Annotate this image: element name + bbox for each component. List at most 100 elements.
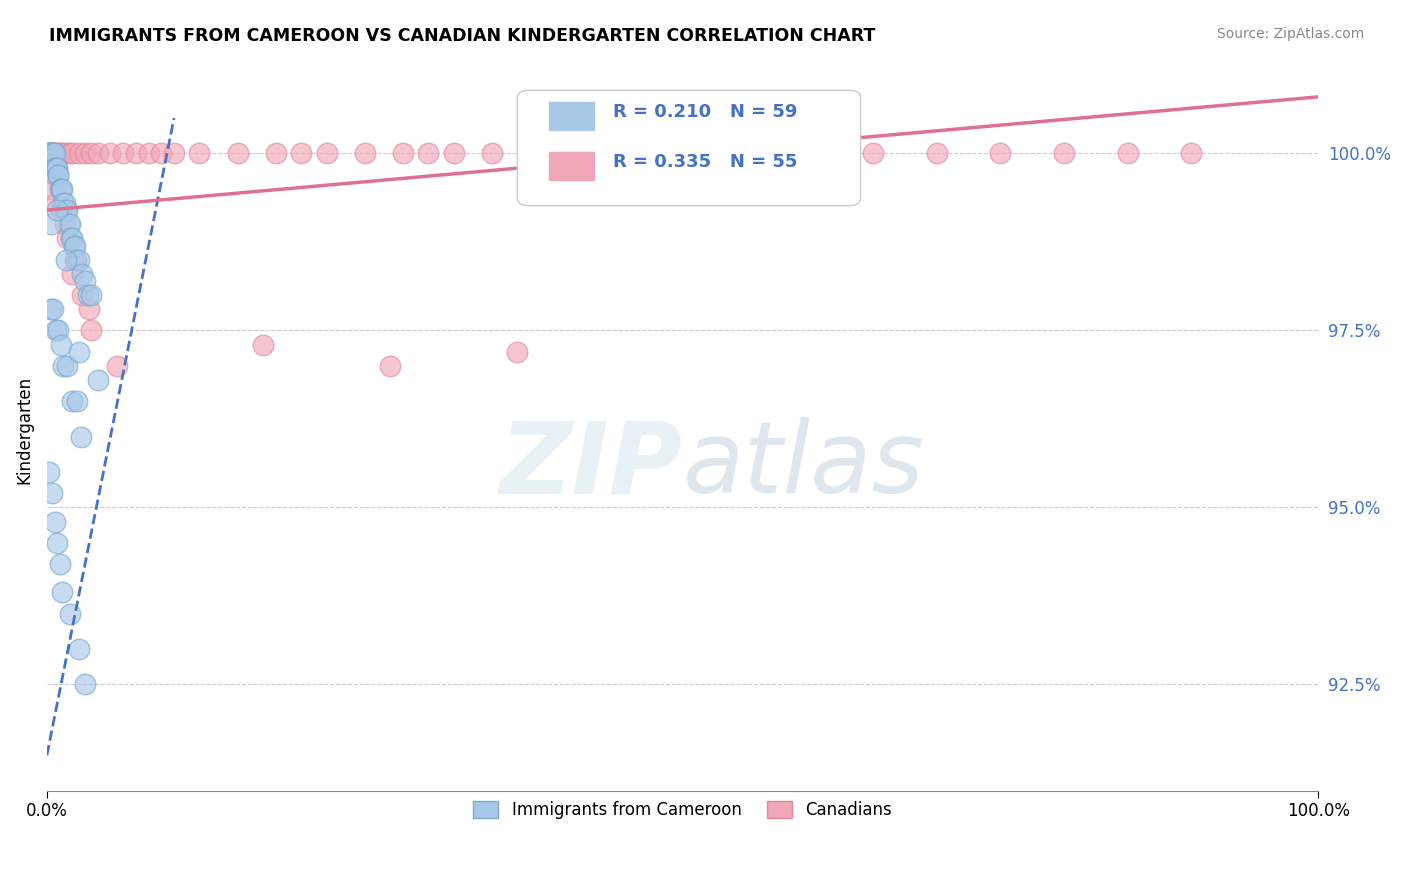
Point xyxy=(67,252,90,267)
Point xyxy=(58,217,80,231)
Point xyxy=(55,203,77,218)
Legend: Immigrants from Cameroon, Canadians: Immigrants from Cameroon, Canadians xyxy=(467,794,898,826)
Point xyxy=(46,146,69,161)
Point xyxy=(55,252,77,267)
Point xyxy=(1053,146,1076,161)
Point xyxy=(418,146,440,161)
Point xyxy=(44,168,66,182)
FancyBboxPatch shape xyxy=(517,90,860,206)
Point xyxy=(49,337,72,351)
Point xyxy=(77,302,100,317)
Point xyxy=(80,323,103,337)
Point xyxy=(46,536,69,550)
Point xyxy=(52,196,75,211)
Point xyxy=(52,359,75,373)
Point xyxy=(481,146,503,161)
Point xyxy=(56,359,79,373)
Point xyxy=(63,252,86,267)
Point xyxy=(1180,146,1202,161)
Point xyxy=(60,231,83,245)
Point xyxy=(46,323,69,337)
Point xyxy=(39,217,62,231)
Point xyxy=(105,359,128,373)
Point xyxy=(73,146,96,161)
Point xyxy=(138,146,160,161)
Point xyxy=(607,146,630,161)
Point xyxy=(100,146,122,161)
Point xyxy=(48,182,70,196)
Point xyxy=(45,161,67,175)
Point xyxy=(44,515,66,529)
Point xyxy=(163,146,186,161)
Point xyxy=(67,344,90,359)
Point xyxy=(42,146,65,161)
Point xyxy=(112,146,135,161)
Point xyxy=(73,677,96,691)
Point xyxy=(48,557,70,571)
Text: atlas: atlas xyxy=(682,417,924,514)
Point xyxy=(53,217,76,231)
Text: ZIP: ZIP xyxy=(499,417,682,514)
Point xyxy=(67,146,90,161)
Point xyxy=(42,302,65,317)
Point xyxy=(353,146,375,161)
Point xyxy=(188,146,211,161)
Point xyxy=(60,231,83,245)
Point xyxy=(38,465,60,479)
Point xyxy=(48,146,70,161)
Point xyxy=(41,182,63,196)
Point xyxy=(51,182,73,196)
Point xyxy=(392,146,415,161)
Point xyxy=(66,394,89,409)
Point xyxy=(125,146,148,161)
Point xyxy=(443,146,465,161)
Point xyxy=(671,146,693,161)
Bar xyxy=(550,153,593,180)
Point xyxy=(45,196,67,211)
Point xyxy=(38,146,60,161)
Point xyxy=(72,267,94,281)
Point xyxy=(72,288,94,302)
Point xyxy=(226,146,249,161)
Point xyxy=(506,344,529,359)
Point xyxy=(59,607,82,621)
Point xyxy=(70,430,93,444)
Point xyxy=(44,161,66,175)
Point xyxy=(87,373,110,387)
Point xyxy=(41,486,63,500)
Point xyxy=(39,302,62,317)
Text: R = 0.335   N = 55: R = 0.335 N = 55 xyxy=(613,153,797,171)
Point xyxy=(290,146,312,161)
Point xyxy=(59,146,82,161)
Text: IMMIGRANTS FROM CAMEROON VS CANADIAN KINDERGARTEN CORRELATION CHART: IMMIGRANTS FROM CAMEROON VS CANADIAN KIN… xyxy=(49,27,876,45)
Point xyxy=(41,146,63,161)
Point xyxy=(56,231,79,245)
Point xyxy=(39,146,62,161)
Point xyxy=(80,146,103,161)
Point xyxy=(41,146,63,161)
Point xyxy=(67,642,90,657)
Point xyxy=(49,203,72,218)
Point xyxy=(51,585,73,599)
Point xyxy=(45,161,67,175)
Point xyxy=(150,146,173,161)
Point xyxy=(49,182,72,196)
Point xyxy=(41,146,63,161)
Point xyxy=(46,161,69,175)
Point xyxy=(42,146,65,161)
Point xyxy=(378,359,401,373)
Y-axis label: Kindergarten: Kindergarten xyxy=(15,376,32,483)
Point xyxy=(42,146,65,161)
Point xyxy=(60,394,83,409)
Point xyxy=(56,203,79,218)
Point xyxy=(252,337,274,351)
Point xyxy=(39,146,62,161)
Point xyxy=(38,146,60,161)
Point xyxy=(87,146,110,161)
Point xyxy=(53,196,76,211)
Point xyxy=(544,146,567,161)
Bar xyxy=(550,102,593,129)
Point xyxy=(76,288,98,302)
Point xyxy=(55,146,77,161)
Point xyxy=(264,146,287,161)
